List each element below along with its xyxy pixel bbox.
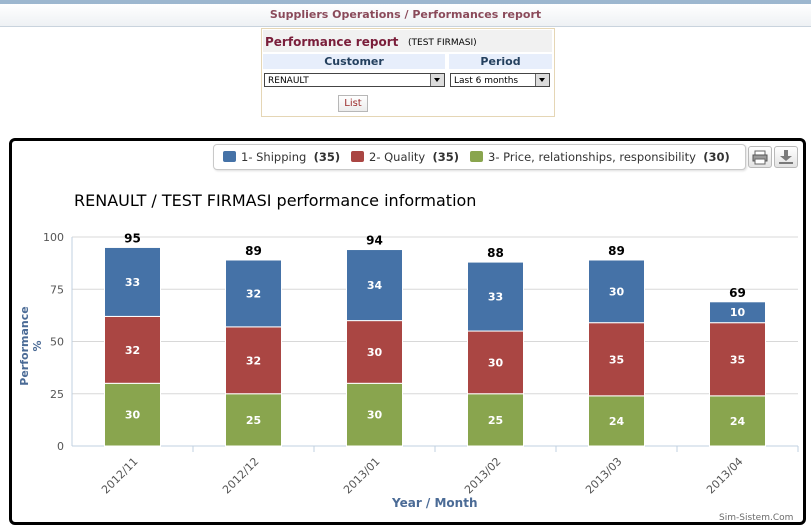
legend-item-price[interactable]: 3- Price, relationships, responsibility … <box>470 150 730 164</box>
bar-data-label: 32 <box>125 344 140 357</box>
chevron-down-icon[interactable] <box>535 74 549 86</box>
bar-total-label: 94 <box>366 234 383 248</box>
bar-data-label: 30 <box>125 409 141 422</box>
bar-segment <box>588 259 645 324</box>
bar-segment <box>104 382 161 447</box>
legend-count: (35) <box>432 150 460 164</box>
period-select-value: Last 6 months <box>454 76 519 86</box>
bar-data-label: 30 <box>367 409 383 422</box>
page-title: Suppliers Operations / Performances repo… <box>269 8 542 21</box>
period-select[interactable]: Last 6 months <box>450 73 550 87</box>
title-bar <box>0 4 811 27</box>
bar-total-label: 89 <box>245 244 262 258</box>
bar-data-label: 24 <box>609 415 625 428</box>
x-tick-label: 2013/03 <box>583 455 625 497</box>
y-tick-label: 75 <box>50 283 64 296</box>
customer-label: Customer <box>263 54 445 69</box>
legend-item-shipping[interactable]: 1- Shipping (35) <box>223 150 340 164</box>
bar-segment <box>588 322 645 397</box>
legend-swatch <box>351 151 364 162</box>
legend-count: (30) <box>703 150 730 164</box>
legend-label: 3- Price, relationships, responsibility <box>488 150 696 164</box>
x-tick-label: 2013/04 <box>704 455 746 497</box>
legend-label: 2- Quality <box>369 150 426 164</box>
bar-segment <box>225 326 282 395</box>
x-axis-title: Year / Month <box>392 496 478 510</box>
footer-credit[interactable]: Sim-Sistem.Com <box>719 513 794 523</box>
bar-data-label: 30 <box>367 346 383 359</box>
bar-total-label: 89 <box>608 244 625 258</box>
chart-legend: 1- Shipping (35) 2- Quality (35) 3- Pric… <box>213 144 746 170</box>
bar-data-label: 33 <box>488 291 503 304</box>
y-tick-label: 0 <box>57 440 64 453</box>
bar-data-label: 32 <box>246 287 261 300</box>
print-button[interactable] <box>748 146 772 168</box>
bar-data-label: 10 <box>730 306 746 319</box>
bar-segment <box>588 395 645 447</box>
y-tick-label: 100 <box>43 231 64 244</box>
bar-total-label: 95 <box>124 231 141 245</box>
bar-segment <box>346 382 403 447</box>
customer-select-value: RENAULT <box>268 76 309 86</box>
report-header-row: Performance report (TEST FIRMASI) <box>263 30 552 52</box>
legend-swatch <box>470 151 483 162</box>
x-tick-label: 2013/02 <box>462 455 504 497</box>
bar-segment <box>225 393 282 447</box>
bar-data-label: 25 <box>246 414 261 427</box>
bar-segment <box>709 301 766 324</box>
bar-segment <box>467 261 524 332</box>
legend-item-quality[interactable]: 2- Quality (35) <box>351 150 459 164</box>
bar-segment <box>346 249 403 322</box>
x-tick-label: 2012/12 <box>220 455 262 497</box>
x-tick-label: 2012/11 <box>99 455 141 497</box>
company-name: (TEST FIRMASI) <box>408 38 477 48</box>
bar-data-label: 24 <box>730 415 746 428</box>
bar-data-label: 30 <box>488 356 504 369</box>
y-axis-title: Performance % <box>18 306 44 386</box>
list-button[interactable]: List <box>338 95 368 112</box>
export-button[interactable] <box>774 146 798 168</box>
download-icon <box>779 150 793 164</box>
legend-count: (35) <box>313 150 341 164</box>
bar-data-label: 34 <box>367 279 383 292</box>
chart-title: RENAULT / TEST FIRMASI performance infor… <box>74 191 477 210</box>
chevron-down-icon[interactable] <box>430 74 444 86</box>
bar-segment <box>709 322 766 397</box>
report-form: Performance report (TEST FIRMASI) Custom… <box>261 28 555 117</box>
bar-data-label: 32 <box>246 354 261 367</box>
x-tick-label: 2013/01 <box>341 455 383 497</box>
bar-segment <box>225 259 282 328</box>
bar-segment <box>104 315 161 384</box>
period-label: Period <box>449 54 552 69</box>
bar-data-label: 35 <box>609 353 624 366</box>
report-label: Performance report <box>265 35 399 49</box>
bar-total-label: 88 <box>487 246 504 260</box>
bar-data-label: 33 <box>125 276 140 289</box>
print-icon <box>752 150 768 165</box>
y-tick-label: 50 <box>50 336 64 349</box>
bar-segment <box>104 246 161 317</box>
legend-swatch <box>223 151 236 162</box>
customer-select[interactable]: RENAULT <box>264 73 445 87</box>
y-tick-label: 25 <box>50 388 64 401</box>
bar-data-label: 30 <box>609 285 625 298</box>
legend-label: 1- Shipping <box>241 150 307 164</box>
bar-total-label: 69 <box>729 286 746 300</box>
top-accent-bar <box>0 0 811 4</box>
bar-data-label: 25 <box>488 414 503 427</box>
bar-data-label: 35 <box>730 353 745 366</box>
